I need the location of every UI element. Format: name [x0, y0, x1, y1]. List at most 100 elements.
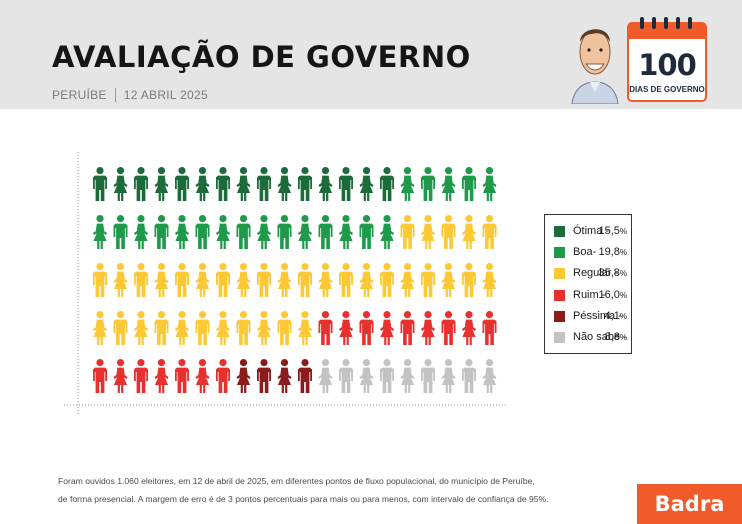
legend-value: 16,0% [598, 289, 627, 301]
person-icon [257, 263, 271, 297]
person-icon [380, 359, 394, 393]
person-icon [93, 311, 107, 345]
person-icon [359, 215, 374, 249]
person-icon [277, 167, 292, 201]
person-icon [134, 359, 148, 393]
person-icon [318, 263, 333, 297]
person-icon [134, 167, 148, 201]
person-icon [462, 263, 476, 297]
person-icon [277, 359, 292, 393]
person-icon [134, 263, 148, 297]
person-icon [216, 311, 230, 345]
legend-item: Regular -35,8% [545, 264, 633, 284]
person-icon [482, 167, 497, 201]
city-label: PERUÍBE [52, 88, 107, 102]
person-icon [93, 215, 107, 249]
person-icon [421, 263, 435, 297]
person-icon [318, 359, 333, 393]
person-icon [380, 263, 394, 297]
legend-value: 15,5% [598, 225, 627, 237]
person-icon [421, 167, 435, 201]
chart-legend: Ótima -15,5% Boa- 19,8% Regular -35,8% Ruim … [544, 214, 632, 354]
legend-swatch [554, 268, 565, 280]
person-icon [359, 359, 374, 393]
person-icon [93, 263, 107, 297]
person-icon [441, 215, 456, 249]
person-icon [195, 215, 210, 249]
subtitle-line: PERUÍBE 12 ABRIL 2025 [52, 88, 208, 102]
legend-value-unit: % [619, 227, 627, 236]
person-icon [175, 359, 189, 393]
legend-swatch [554, 310, 565, 322]
person-icon [400, 263, 415, 297]
person-icon [236, 263, 251, 297]
person-icon [421, 359, 435, 393]
legend-label: Regular - [573, 267, 619, 280]
date-label: 12 ABRIL 2025 [123, 88, 208, 102]
person-icon [421, 215, 435, 249]
person-icon [154, 359, 169, 393]
person-icon [462, 311, 476, 345]
legend-swatch [554, 289, 565, 301]
legend-item: Péssima -4,1% [545, 307, 633, 327]
legend-value-number: 35,8 [598, 267, 620, 280]
person-icon [154, 215, 169, 249]
page-title: AVALIAÇÃO DE GOVERNO [52, 40, 471, 74]
person-icon [195, 311, 210, 345]
person-icon [421, 311, 435, 345]
badge-100-dias: 100 DIAS DE GOVERNO [626, 17, 708, 103]
person-icon [380, 311, 394, 345]
legend-value: 19,8% [598, 246, 627, 258]
person-icon [462, 215, 476, 249]
legend-item: Ruim -16,0% [545, 286, 633, 306]
person-icon [175, 263, 189, 297]
person-icon [318, 167, 333, 201]
person-icon [441, 311, 456, 345]
person-icon [339, 311, 353, 345]
person-icon [195, 359, 210, 393]
header-band: AVALIAÇÃO DE GOVERNO PERUÍBE 12 ABRIL 202… [0, 0, 742, 109]
legend-label: Ótima - [573, 225, 610, 237]
person-icon [441, 359, 456, 393]
person-icon [298, 215, 312, 249]
person-icon [277, 311, 292, 345]
legend-label: Boa- [573, 246, 597, 259]
person-icon [400, 359, 415, 393]
legend-value-unit: % [619, 269, 627, 279]
person-icon [93, 359, 107, 393]
person-icon [318, 215, 333, 249]
person-icon [359, 311, 374, 345]
person-icon [134, 215, 148, 249]
person-icon [482, 215, 497, 249]
legend-value: 8,8% [605, 331, 627, 343]
person-icon [236, 359, 251, 393]
person-icon [277, 263, 292, 297]
legend-value-unit: % [619, 248, 627, 258]
footnote-line-1: Foram ouvidos 1.060 eleitores, em 12 de … [58, 476, 535, 486]
legend-label: Não sabe - [573, 331, 627, 343]
legend-item: Não sabe -8,8% [545, 328, 633, 348]
person-icon [236, 215, 251, 249]
person-icon [216, 263, 230, 297]
legend-label: Péssima - [573, 309, 622, 322]
person-icon [482, 263, 497, 297]
person-icon [318, 311, 333, 345]
legend-value: 4,1% [605, 310, 627, 322]
person-icon [195, 167, 210, 201]
legend-value-unit: % [619, 290, 627, 300]
person-icon [257, 311, 271, 345]
legend-item: Boa- 19,8% [545, 243, 633, 263]
person-icon [359, 167, 374, 201]
person-icon [257, 359, 271, 393]
person-icon [216, 359, 230, 393]
person-icon [462, 359, 476, 393]
person-icon [93, 167, 107, 201]
person-icon [113, 215, 128, 249]
legend-swatch [554, 247, 565, 259]
badge-number: 100 [638, 48, 697, 82]
person-icon [441, 167, 456, 201]
methodology-footnote: Foram ouvidos 1.060 eleitores, em 12 de … [58, 472, 618, 508]
person-icon [175, 215, 189, 249]
person-icon [359, 263, 374, 297]
legend-item: Ótima -15,5% [545, 222, 633, 242]
